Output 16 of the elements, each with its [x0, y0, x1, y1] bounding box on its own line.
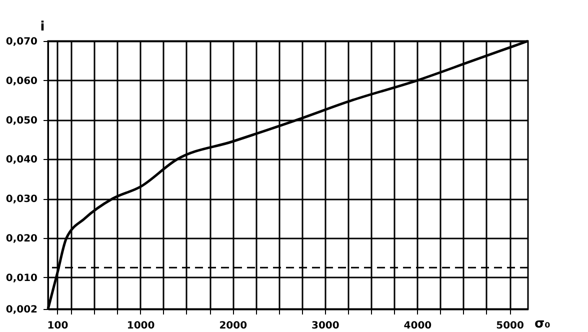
y-tick-label: 0,002	[6, 304, 38, 316]
x-tick-label: 3000	[312, 320, 340, 332]
y-tick-label: 0,030	[6, 194, 38, 206]
y-tick-label: 0,040	[6, 154, 38, 166]
y-tick-label: 0,020	[6, 234, 38, 245]
y-tick-label: 0,050	[6, 115, 38, 126]
y-axis-title: i	[40, 20, 45, 34]
x-tick-label: 100	[47, 320, 68, 332]
y-tick-label: 0,010	[6, 272, 38, 284]
x-tick-label: 1000	[126, 320, 155, 332]
x-tick-label: 5000	[496, 320, 524, 332]
x-axis-title: σ₀	[534, 316, 551, 332]
x-tick-label: 2000	[219, 320, 248, 332]
y-tick-label: 0,070	[6, 36, 38, 48]
y-tick-label: 0,060	[6, 76, 38, 87]
x-tick-label: 4000	[404, 320, 432, 332]
